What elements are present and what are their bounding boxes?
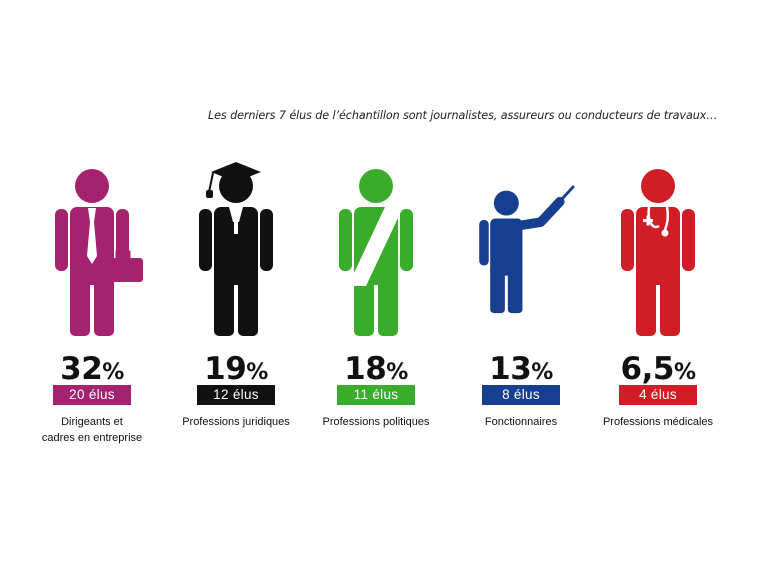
category-label-line: cadres en entreprise (41, 432, 143, 444)
teacher-with-pointer-icon (479, 185, 575, 314)
doctor-with-stethoscope-icon (621, 169, 695, 336)
percent-label: 18% (301, 351, 451, 387)
category-medicales: 6,5% 4 élus Professions médicales (583, 354, 733, 430)
percent-value: 6,5 (620, 351, 675, 387)
percent-label: 19% (161, 351, 311, 387)
graduate-in-robe-icon (199, 162, 273, 336)
percent-value: 18 (344, 351, 387, 387)
percent-value: 32 (60, 351, 103, 387)
percent-sign: % (386, 360, 408, 385)
category-label-line: Dirigeants et (61, 416, 123, 428)
count-badge: 11 élus (337, 385, 415, 405)
count-badge: 12 élus (197, 385, 275, 405)
percent-value: 19 (204, 351, 247, 387)
category-label: Dirigeants et cadres en entreprise (17, 414, 167, 446)
category-label-line: Fonctionnaires (484, 416, 558, 428)
category-label: Fonctionnaires (446, 414, 596, 430)
percent-value: 13 (489, 351, 532, 387)
percent-sign: % (673, 360, 696, 385)
category-label: Professions politiques (301, 414, 451, 430)
category-juridiques: 19% 12 élus Professions juridiques (161, 354, 311, 430)
category-label-line: Professions juridiques (182, 416, 290, 428)
count-badge: 8 élus (482, 385, 560, 405)
percent-label: 13% (446, 351, 596, 387)
percent-sign: % (246, 360, 268, 385)
category-dirigeants: 32% 20 élus Dirigeants et cadres en entrepr… (17, 354, 167, 446)
category-label: Professions juridiques (161, 414, 311, 430)
category-fonctionnaires: 13% 8 élus Fonctionnaires (446, 354, 596, 430)
percent-sign: % (102, 360, 124, 385)
percent-label: 32% (17, 351, 167, 387)
category-politiques: 18% 11 élus Professions politiques (301, 354, 451, 430)
footnote-text: Les derniers 7 élus de l’échantillon son… (208, 109, 718, 122)
category-label: Professions médicales (583, 414, 733, 430)
category-label-line: Professions médicales (602, 416, 714, 428)
percent-label: 6,5% (583, 351, 733, 387)
businessman-with-briefcase-icon (55, 169, 143, 336)
count-badge: 4 élus (619, 385, 697, 405)
percent-sign: % (531, 360, 553, 385)
category-label-line: Professions politiques (322, 416, 430, 428)
count-badge: 20 élus (53, 385, 131, 405)
person-with-sash-icon (339, 169, 413, 336)
